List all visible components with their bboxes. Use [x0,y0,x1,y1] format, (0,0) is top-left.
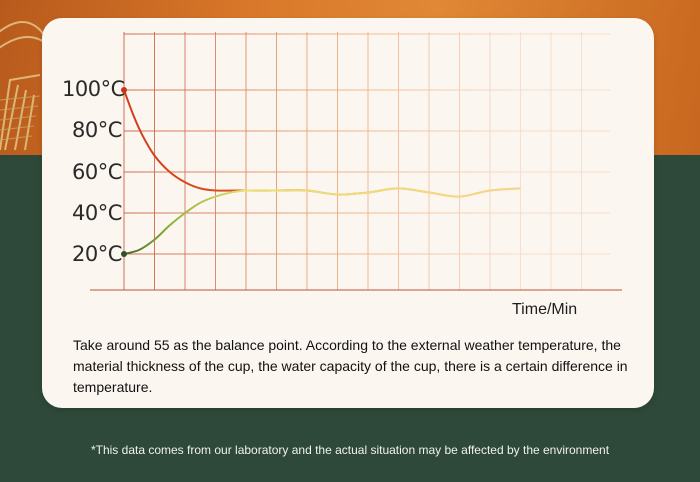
footnote-text: *This data comes from our laboratory and… [90,443,610,457]
temperature-chart [90,32,622,291]
cold-start-point [121,251,127,257]
y-tick-label: 60°C [72,160,122,184]
cold-water-series-line [123,187,521,255]
description-text: Take around 55 as the balance point. Acc… [73,337,628,395]
y-tick-label: 100°C [62,77,125,101]
hot-water-series-line [123,89,521,198]
y-tick-label: 20°C [72,242,122,266]
wire-basket-image [0,0,70,155]
chart-card: 100°C 80°C 60°C 40°C 20°C Time/Min Take … [42,18,654,408]
y-tick-label: 80°C [72,118,122,142]
x-axis-label: Time/Min [512,301,578,318]
hot-start-point [121,87,127,93]
y-tick-label: 40°C [72,201,122,225]
